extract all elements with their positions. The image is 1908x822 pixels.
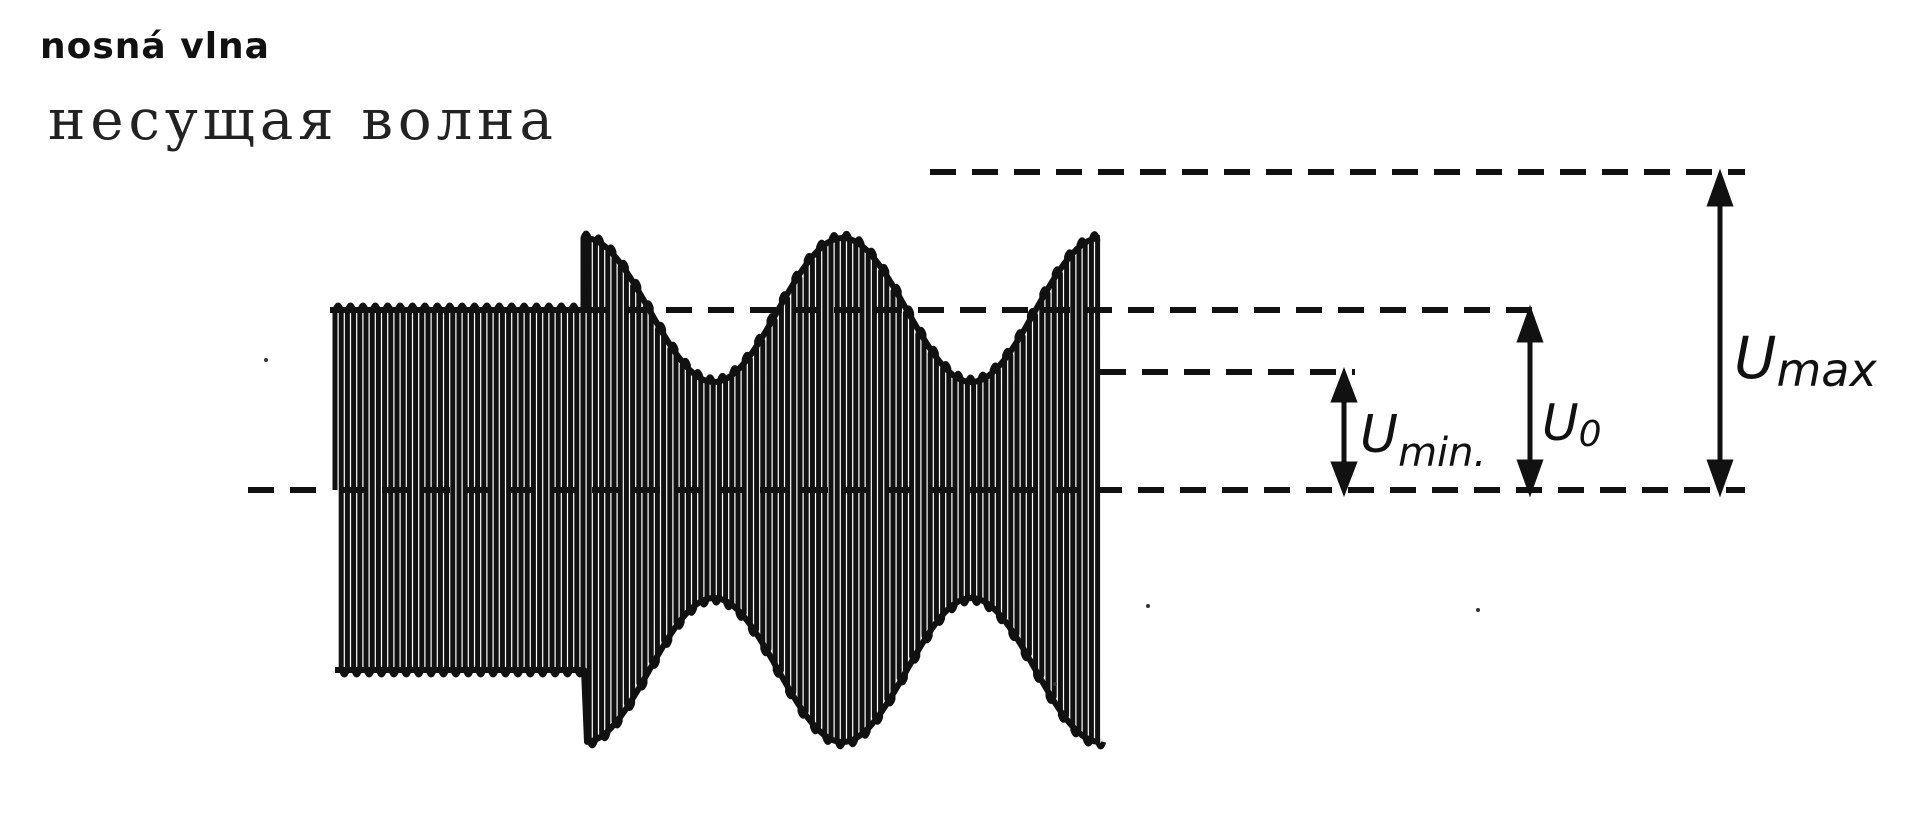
u-max-dimension-arrow [1706,168,1734,498]
u0-dimension-arrow [1516,304,1544,498]
u-min-dimension-arrow [1330,367,1358,497]
u-min-label: Umin. [1360,405,1486,476]
scan-speck [1476,608,1480,612]
lower-envelope [335,595,1101,745]
u-max-label: Umax [1734,324,1877,397]
carrier-wave-label-russian: несущая волна [48,88,558,153]
carrier-wave-label-czech: nosná vlna [40,26,270,67]
scan-speck [264,358,268,362]
u0-label: U0 [1542,394,1602,455]
scan-speck [1053,682,1057,686]
scan-speck [1146,604,1150,608]
